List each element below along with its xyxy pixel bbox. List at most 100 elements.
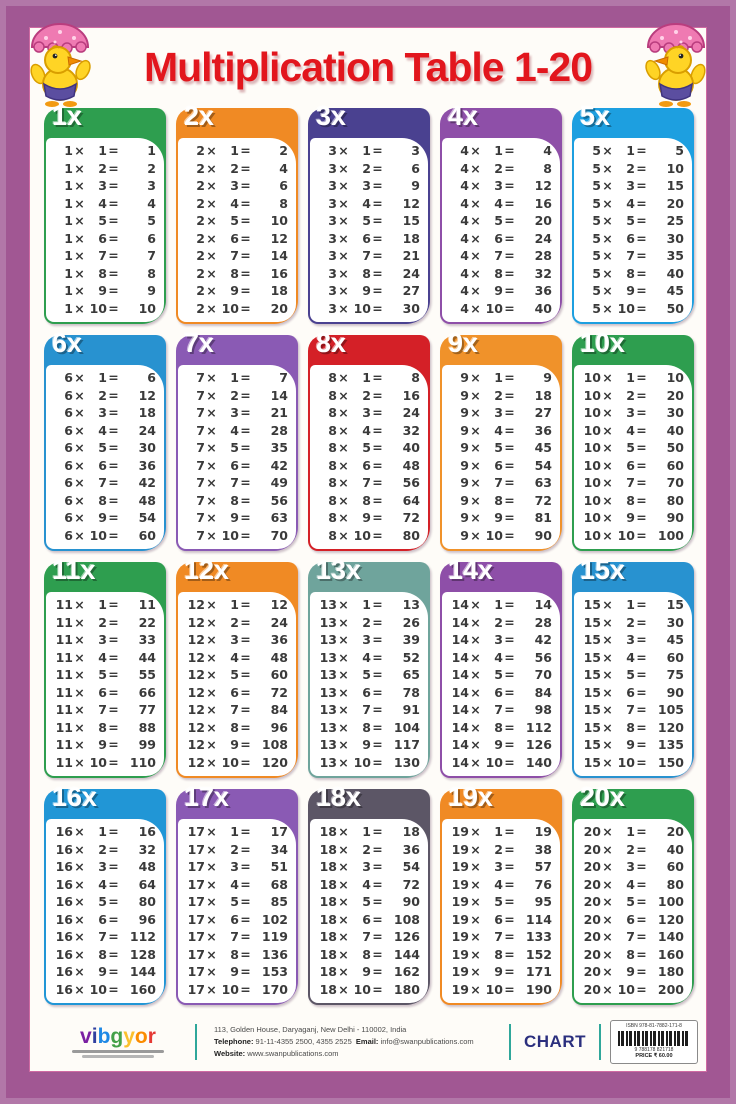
equation-row: 4 × 9 = 36 [448,284,552,298]
equals-sign: = [372,387,383,403]
equation-row: 3 × 4 = 12 [316,197,420,211]
equals-sign: = [636,283,647,298]
equation-row: 18 × 5 = 90 [316,895,420,909]
product: 20 [534,213,552,228]
equals-sign: = [504,964,515,979]
product: 44 [138,649,156,665]
equation-row: 5 × 10 = 50 [580,302,684,316]
product: 100 [657,527,684,543]
multiplier: 4 [494,876,503,892]
multiplier: 9 [362,510,371,525]
equals-sign: = [504,370,515,385]
multiplicand: 6 [64,510,73,525]
equation-row: 20 × 5 = 100 [580,895,684,909]
equals-sign: = [240,684,251,700]
multiplicand: 1 [64,265,73,281]
times-sign: × [470,614,481,630]
multiplier: 3 [626,178,635,193]
multiplier: 8 [98,265,107,281]
multiplicand: 10 [583,492,601,508]
equals-sign: = [108,632,119,647]
multiplier: 1 [494,370,503,385]
multiplicand: 13 [319,684,337,700]
times-sign: × [74,981,85,997]
multiplier: 9 [362,737,371,752]
multiplicand: 5 [592,248,601,263]
product: 9 [543,370,552,385]
equation-row: 1 × 2 = 2 [52,160,156,176]
multiplicand: 18 [319,824,337,839]
email-label: Email: [355,1037,379,1046]
product: 56 [534,649,552,665]
equation-row: 16 × 9 = 144 [52,964,156,979]
equation-row: 10 × 7 = 70 [580,476,684,490]
times-sign: × [206,527,217,543]
product: 14 [270,248,288,263]
equation-row: 10 × 8 = 80 [580,492,684,508]
equals-sign: = [372,859,383,874]
product: 91 [402,702,420,717]
multiplier: 8 [362,946,371,962]
times-sign: × [602,876,613,892]
times-sign: × [74,440,85,455]
multiplication-card-19x: 19x 19 × 1 = 19 19 × 2 = 38 19 × 3 = 57 19 × 4 = 76 19 × 5 = 95 19… [440,782,562,1005]
multiplicand: 14 [451,702,469,717]
multiplier: 3 [230,178,239,193]
equals-sign: = [636,422,647,438]
product: 81 [534,510,552,525]
multiplicand: 17 [187,824,205,839]
product: 40 [666,422,684,438]
multiplier: 3 [230,632,239,647]
multiplier: 9 [230,510,239,525]
product: 144 [129,964,156,979]
product: 90 [666,684,684,700]
equals-sign: = [240,632,251,647]
equals-sign: = [372,946,383,962]
multiplier: 5 [230,894,239,909]
times-sign: × [74,143,85,158]
times-sign: × [206,859,217,874]
equals-sign: = [372,876,383,892]
multiplicand: 2 [196,178,205,193]
price-text: PRICE ₹ 60.00 [635,1053,673,1060]
equation-row: 8 × 7 = 56 [316,476,420,490]
product: 20 [666,195,684,211]
product: 20 [270,300,288,316]
card-header: 14x [442,555,560,592]
equation-row: 13 × 1 = 13 [316,598,420,612]
multiplier: 10 [485,300,503,316]
multiplier: 5 [362,440,371,455]
product: 22 [138,614,156,630]
multiplier: 6 [494,911,503,927]
multiplier: 2 [626,387,635,403]
equals-sign: = [240,929,251,944]
product: 9 [147,283,156,298]
times-sign: × [602,422,613,438]
equation-row: 19 × 6 = 114 [448,911,552,927]
equation-row: 16 × 1 = 16 [52,825,156,839]
equation-row: 4 × 2 = 8 [448,162,552,176]
times-sign: × [470,719,481,735]
multiplicand: 3 [328,143,337,158]
equals-sign: = [636,492,647,508]
product: 70 [534,667,552,682]
equals-sign: = [108,405,119,420]
product: 150 [657,754,684,770]
times-sign: × [338,859,349,874]
product: 6 [411,160,420,176]
multiplicand: 20 [583,859,601,874]
equation-row: 4 × 7 = 28 [448,249,552,263]
equation-row: 7 × 4 = 28 [184,424,288,438]
equals-sign: = [636,370,647,385]
multiplication-card-13x: 13x 13 × 1 = 13 13 × 2 = 26 13 × 3 = 39 13 × 4 = 52 13 × 5 = 65 13… [308,555,430,778]
multiplier: 10 [617,754,635,770]
equals-sign: = [372,824,383,839]
multiplicand: 8 [328,387,337,403]
multiplicand: 13 [319,649,337,665]
times-sign: × [338,824,349,839]
times-sign: × [470,440,481,455]
product: 63 [270,510,288,525]
card-body: 13 × 1 = 13 13 × 2 = 26 13 × 3 = 39 13 × 4 = 52 13 × 5 = 65 13 × 6 =… [310,592,428,776]
equals-sign: = [108,160,119,176]
product: 108 [261,737,288,752]
